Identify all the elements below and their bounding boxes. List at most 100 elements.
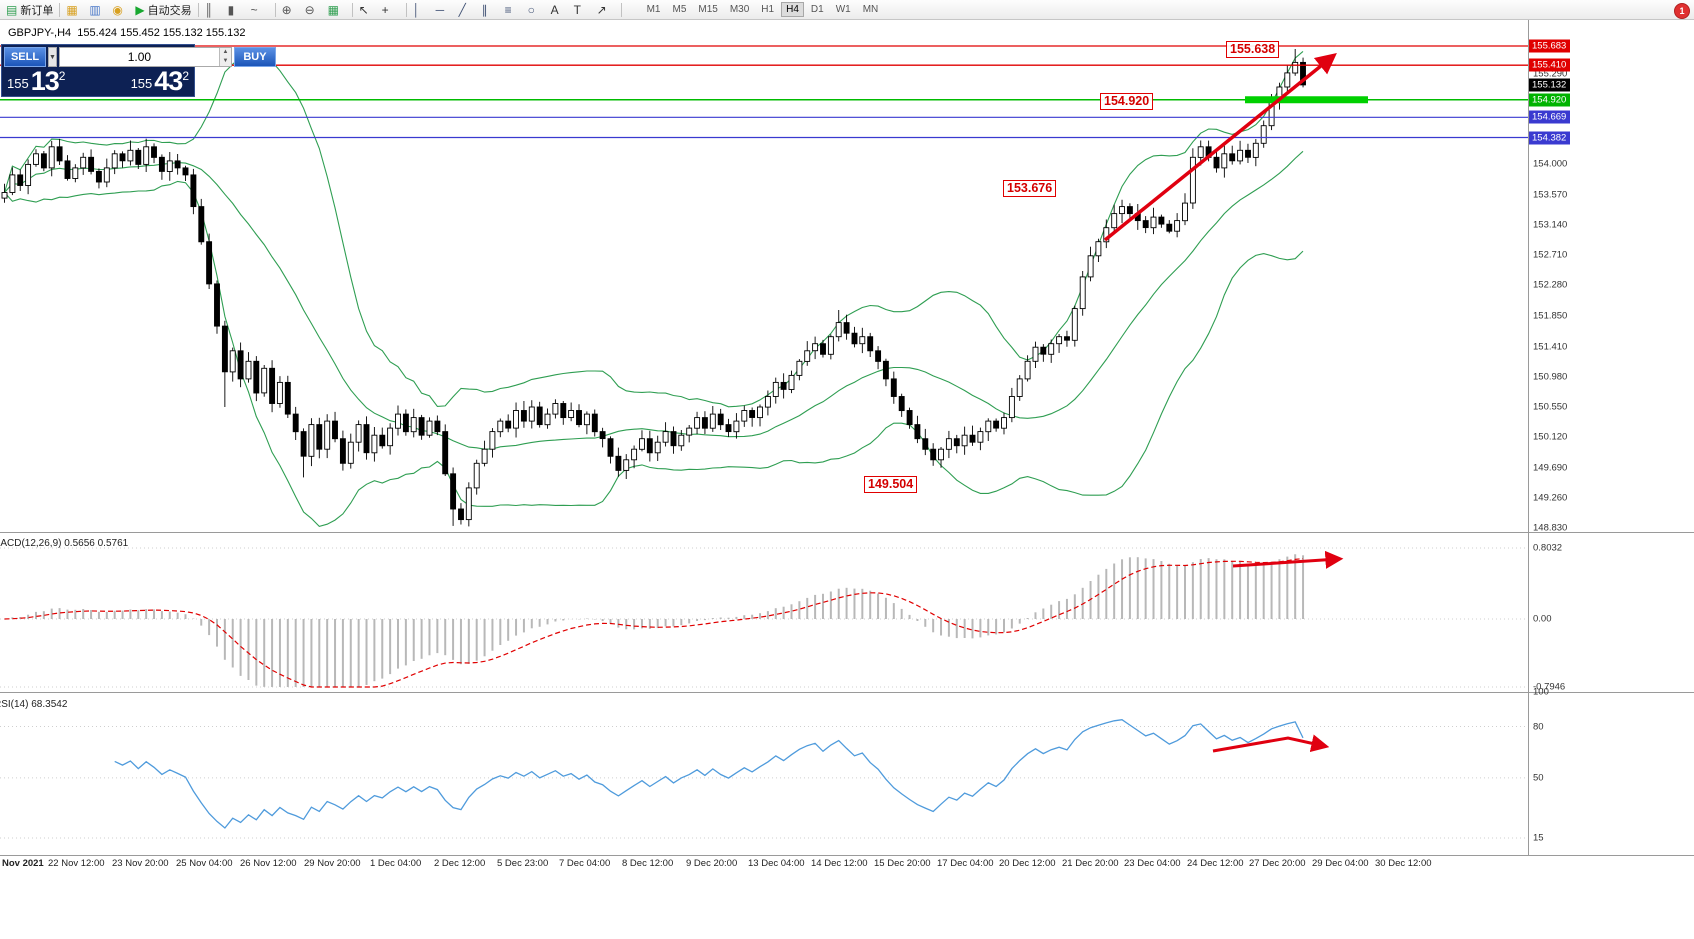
time-tick: 24 Dec 12:00 xyxy=(1187,858,1244,869)
navigator-button[interactable]: ◉ xyxy=(110,1,132,18)
timeframe-w1[interactable]: W1 xyxy=(835,4,851,15)
crosshair-icon: + xyxy=(381,2,389,17)
price-tick: 153.570 xyxy=(1533,189,1568,201)
time-tick: 29 Nov 20:00 xyxy=(304,858,361,869)
toolbar-separator xyxy=(620,2,622,17)
volume-input[interactable] xyxy=(59,48,219,66)
shapes-button[interactable]: ○ xyxy=(526,1,548,18)
price-tick: 152.710 xyxy=(1533,249,1568,261)
time-tick: 17 Dec 04:00 xyxy=(937,858,994,869)
timeframe-h1[interactable]: H1 xyxy=(761,4,775,15)
ask-pipette: 2 xyxy=(182,69,189,83)
timeframe-d1[interactable]: D1 xyxy=(810,4,824,15)
volume-dropdown[interactable]: ▼ xyxy=(48,47,57,67)
price-annotation[interactable]: 154.920 xyxy=(1100,93,1154,110)
volume-decrease-button[interactable]: ▼ xyxy=(222,58,229,64)
cursor-button[interactable]: ↖ xyxy=(357,1,379,18)
toolbar-separator xyxy=(59,2,61,17)
bid-price: 155 13 2 xyxy=(7,68,65,95)
price-line-badge: 154.920 xyxy=(1529,93,1571,107)
new-order-label: 新订单 xyxy=(20,4,54,17)
timeframe-m5[interactable]: M5 xyxy=(672,4,687,15)
price-tick: 150.550 xyxy=(1533,401,1568,413)
ohlc-info-line: GBPJPY-,H4 155.424 155.452 155.132 155.1… xyxy=(8,27,246,39)
horizontal-line-button[interactable]: ─ xyxy=(434,1,456,18)
time-tick: 13 Dec 04:00 xyxy=(748,858,805,869)
crosshair-button[interactable]: + xyxy=(380,1,402,18)
time-tick: 8 Dec 12:00 xyxy=(622,858,674,869)
price-line-badge: 154.669 xyxy=(1529,110,1571,124)
bar-chart-button[interactable]: ║ xyxy=(203,1,225,18)
candle-chart-icon: ▮ xyxy=(227,2,235,17)
data-window-button[interactable]: ▥ xyxy=(87,1,109,18)
macd-indicator-label: MACD(12,26,9) 0.5656 0.5761 xyxy=(0,538,129,549)
trendline-button[interactable]: ╱ xyxy=(457,1,479,18)
timeframe-group: M1 M5 M15 M30 H1 H4 D1 W1 MN xyxy=(642,2,884,17)
channel-button[interactable]: ∥ xyxy=(480,1,502,18)
text-icon: A xyxy=(550,2,559,17)
main-toolbar: ▤ 新订单 ▦ ▥ ◉ ▶ 自动交易 ║ ▮ ~ ⊕ ⊖ ▦ ↖ + │ ─ ╱ ∥ ≡ ○ A T ↗ M1 M5 M15 M30 H… xyxy=(0,0,1694,20)
price-annotation[interactable]: 155.638 xyxy=(1226,41,1280,58)
price-axis[interactable]: 155.290 154.000 153.570 153.140 152.710 152.2… xyxy=(1529,0,1694,939)
text-label-button[interactable]: T xyxy=(572,1,594,18)
timeframe-mn[interactable]: MN xyxy=(862,4,879,15)
auto-trading-button[interactable]: ▶ 自动交易 xyxy=(133,1,193,18)
macd-tick: -0.7946 xyxy=(1533,681,1566,693)
zoom-in-button[interactable]: ⊕ xyxy=(280,1,302,18)
volume-stepper: ▲ ▼ xyxy=(218,48,231,66)
bollinger-bands xyxy=(3,50,1304,528)
price-annotation[interactable]: 149.504 xyxy=(864,476,918,493)
text-label-icon: T xyxy=(573,2,581,17)
fibonacci-button[interactable]: ≡ xyxy=(503,1,525,18)
timeframe-m15[interactable]: M15 xyxy=(698,4,718,15)
ask-big-digits: 43 xyxy=(154,66,183,96)
time-tick: 23 Dec 04:00 xyxy=(1124,858,1181,869)
market-watch-button[interactable]: ▦ xyxy=(64,1,86,18)
auto-trading-icon: ▶ xyxy=(135,2,145,17)
zoom-out-button[interactable]: ⊖ xyxy=(303,1,325,18)
price-tick: 151.410 xyxy=(1533,341,1568,352)
auto-trading-label: 自动交易 xyxy=(147,4,192,17)
arrows-tool-button[interactable]: ↗ xyxy=(595,1,617,18)
tile-windows-button[interactable]: ▦ xyxy=(326,1,348,18)
level-lines xyxy=(0,45,1528,139)
time-tick: 7 Dec 04:00 xyxy=(559,858,611,869)
time-tick: 22 Nov 12:00 xyxy=(48,858,105,869)
timeframe-m30[interactable]: M30 xyxy=(729,4,750,15)
candles-layer xyxy=(1,49,1306,527)
cursor-icon: ↖ xyxy=(358,2,369,17)
volume-increase-button[interactable]: ▲ xyxy=(222,49,229,55)
notification-icon[interactable]: 1 xyxy=(1674,3,1690,19)
candle-chart-button[interactable]: ▮ xyxy=(226,1,248,18)
bar-chart-icon: ║ xyxy=(204,2,214,17)
toolbar-separator xyxy=(405,2,407,17)
time-tick: 20 Dec 12:00 xyxy=(999,858,1056,869)
trendline-icon: ╱ xyxy=(458,2,466,17)
price-tick: 153.140 xyxy=(1533,219,1568,231)
navigator-icon: ◉ xyxy=(112,2,123,17)
line-chart-button[interactable]: ~ xyxy=(249,1,271,18)
sell-button[interactable]: SELL xyxy=(4,47,46,67)
price-annotation[interactable]: 153.676 xyxy=(1003,180,1057,197)
time-tick: 21 Dec 20:00 xyxy=(1062,858,1119,869)
rsi-tick: 50 xyxy=(1533,772,1544,784)
timeframe-h4[interactable]: H4 xyxy=(781,2,804,17)
price-line-badge: 155.132 xyxy=(1529,78,1571,92)
shapes-icon: ○ xyxy=(527,2,535,17)
price-tick: 150.120 xyxy=(1533,431,1568,443)
timeframe-m1[interactable]: M1 xyxy=(646,4,661,15)
macd-signal-line xyxy=(4,558,1304,688)
zoom-in-icon: ⊕ xyxy=(281,2,292,17)
buy-button[interactable]: BUY xyxy=(233,47,276,67)
text-button[interactable]: A xyxy=(549,1,571,18)
new-order-button[interactable]: ▤ 新订单 xyxy=(4,1,55,18)
vertical-line-button[interactable]: │ xyxy=(411,1,433,18)
ask-price: 155 43 2 xyxy=(131,68,189,95)
time-tick: 15 Dec 20:00 xyxy=(874,858,931,869)
bid-pipette: 2 xyxy=(58,69,66,83)
time-tick: 2 Dec 12:00 xyxy=(434,858,486,869)
time-tick: 29 Dec 04:00 xyxy=(1312,858,1369,869)
time-tick: 9 Dec 20:00 xyxy=(686,858,738,869)
time-axis[interactable]: Nov 2021 22 Nov 12:00 23 Nov 20:00 25 Nov 0… xyxy=(0,858,1694,872)
